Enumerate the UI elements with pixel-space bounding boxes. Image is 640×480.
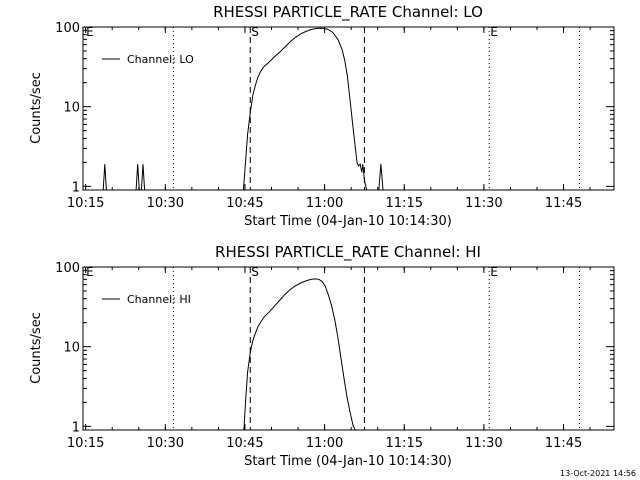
- marker-label: E: [86, 25, 94, 39]
- marker-label: E: [490, 25, 498, 39]
- x-axis-label: Start Time (04-Jan-10 10:14:30): [244, 454, 452, 469]
- series-line: [102, 27, 384, 191]
- marker-label: S: [251, 265, 259, 279]
- x-tick-label: 11:15: [386, 196, 423, 211]
- x-tick-label: 10:45: [226, 436, 263, 451]
- x-tick-label: 10:30: [147, 196, 184, 211]
- marker-label: S: [251, 25, 259, 39]
- plot-frame: [82, 26, 615, 191]
- panel-lo: RHESSI PARTICLE_RATE Channel: LO E S E 10:…: [29, 3, 615, 229]
- marker-label: E: [490, 265, 498, 279]
- x-tick-label: 11:00: [306, 436, 343, 451]
- x-tick-label: 11:30: [465, 196, 502, 211]
- chart-title: RHESSI PARTICLE_RATE Channel: HI: [215, 243, 481, 262]
- x-tick-label: 10:15: [67, 196, 104, 211]
- x-axis-label: Start Time (04-Jan-10 10:14:30): [244, 214, 452, 229]
- x-tick-label: 11:45: [545, 436, 582, 451]
- x-tick-label: 10:30: [147, 436, 184, 451]
- plot-frame: [82, 266, 615, 431]
- marker-label: E: [86, 265, 94, 279]
- legend-label: Channel: LO: [127, 53, 194, 66]
- y-tick-label: 100: [55, 261, 80, 276]
- x-tick-label: 11:15: [386, 436, 423, 451]
- y-axis-label: Counts/sec: [29, 72, 44, 144]
- x-tick-label: 10:15: [67, 436, 104, 451]
- timestamp: 13-Oct-2021 14:56: [560, 469, 636, 478]
- y-axis-label: Counts/sec: [29, 312, 44, 384]
- y-tick-label: 10: [63, 341, 80, 356]
- y-tick-label: 1: [72, 180, 80, 195]
- y-tick-label: 100: [55, 21, 80, 36]
- series-line: [243, 278, 356, 431]
- legend-label: Channel: HI: [127, 293, 191, 306]
- panel-hi: RHESSI PARTICLE_RATE Channel: HI E S E 10:…: [29, 243, 615, 469]
- chart-title: RHESSI PARTICLE_RATE Channel: LO: [213, 3, 483, 22]
- x-tick-label: 10:45: [226, 196, 263, 211]
- x-tick-label: 11:45: [545, 196, 582, 211]
- x-tick-label: 11:30: [465, 436, 502, 451]
- x-tick-label: 11:00: [306, 196, 343, 211]
- y-tick-label: 1: [72, 420, 80, 435]
- y-tick-label: 10: [63, 101, 80, 116]
